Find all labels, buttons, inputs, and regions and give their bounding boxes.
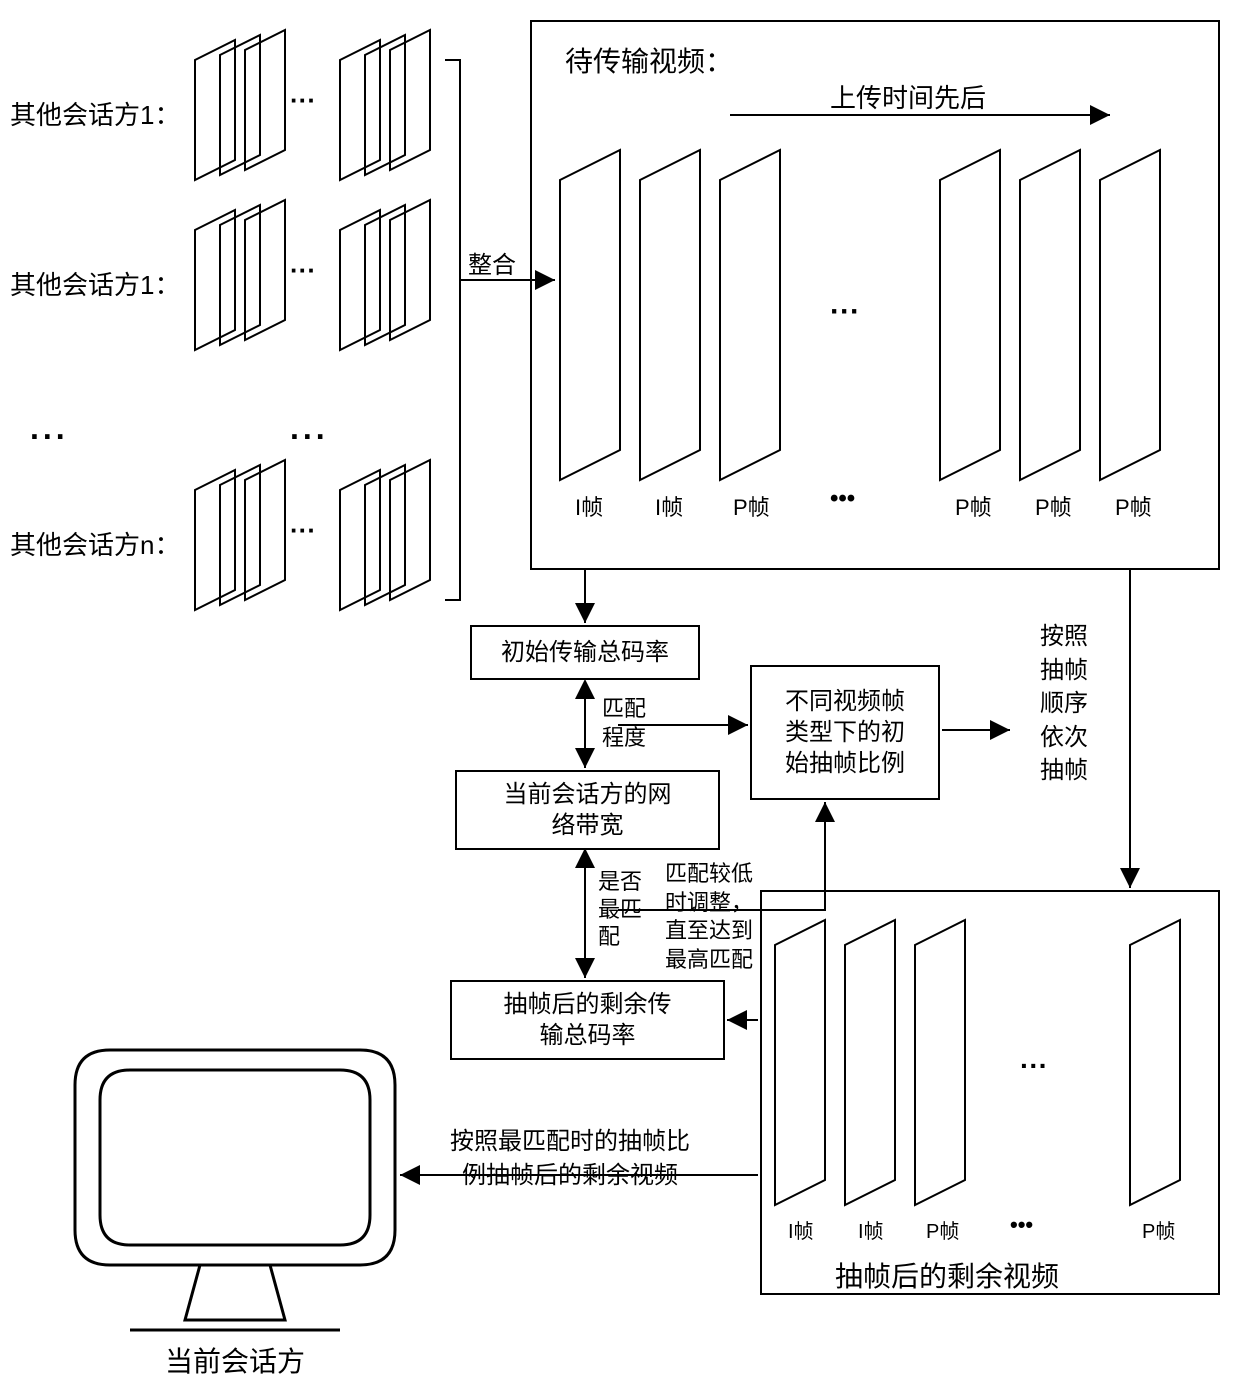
tf-i1: I帧 <box>575 490 603 522</box>
rf-i1: I帧 <box>788 1215 814 1244</box>
box-frametype-text: 不同视频帧 类型下的初 始抽帧比例 <box>785 686 905 780</box>
tf-i2: I帧 <box>655 490 683 522</box>
source-mid-dots: ... <box>290 410 329 447</box>
is-best-match-label: 是否 最匹 配 <box>598 868 642 951</box>
result-title-label: 抽帧后的剩余视频 <box>835 1255 1059 1295</box>
rf-p1: P帧 <box>926 1215 959 1244</box>
rf-p2: P帧 <box>1142 1215 1175 1244</box>
source2-label: 其他会话方1： <box>10 265 180 302</box>
tf-p4: P帧 <box>1115 490 1152 522</box>
box-remaining-rate: 抽帧后的剩余传 输总码率 <box>450 980 725 1060</box>
tovideo-title: 待传输视频： <box>565 40 733 80</box>
rf-dots: ••• <box>1010 1212 1033 1238</box>
box-bandwidth-text: 当前会话方的网 络带宽 <box>504 779 672 841</box>
tf-p1: P帧 <box>733 490 770 522</box>
source2-dots: ··· <box>290 255 316 286</box>
adjust-low-label: 匹配较低 时调整， 直至达到 最高匹配 <box>665 860 753 974</box>
source1-label: 其他会话方1： <box>10 95 180 132</box>
current-party-label: 当前会话方 <box>165 1340 305 1380</box>
tf-p3: P帧 <box>1035 490 1072 522</box>
tf-p2: P帧 <box>955 490 992 522</box>
upload-order-label: 上传时间先后 <box>830 78 986 115</box>
extract-order-label: 按照 抽帧 顺序 依次 抽帧 <box>1040 620 1088 788</box>
source-ellipsis: ... <box>30 410 69 447</box>
remaining-text-label: 按照最匹配时的抽帧比 例抽帧后的剩余视频 <box>450 1125 690 1192</box>
box-frametype: 不同视频帧 类型下的初 始抽帧比例 <box>750 665 940 800</box>
box-init-rate: 初始传输总码率 <box>470 625 700 680</box>
result-center-dots: ··· <box>1020 1050 1048 1082</box>
tf-dots: ••• <box>830 485 855 513</box>
source1-dots: ··· <box>290 85 316 116</box>
box-init-rate-text: 初始传输总码率 <box>501 637 669 668</box>
match-degree-label: 匹配 程度 <box>602 695 646 752</box>
merge-label: 整合 <box>468 245 516 280</box>
diagram-root: 其他会话方1： 其他会话方1： ... 其他会话方n： ··· ··· ... … <box>0 0 1240 1383</box>
tovideo-center-dots: ··· <box>830 295 860 329</box>
box-remaining-rate-text: 抽帧后的剩余传 输总码率 <box>504 989 672 1051</box>
rf-i2: I帧 <box>858 1215 884 1244</box>
merge-bracket <box>445 60 460 600</box>
monitor-icon <box>75 1050 395 1330</box>
sourceN-dots: ··· <box>290 515 316 546</box>
box-bandwidth: 当前会话方的网 络带宽 <box>455 770 720 850</box>
sourceN-label: 其他会话方n： <box>10 525 180 562</box>
